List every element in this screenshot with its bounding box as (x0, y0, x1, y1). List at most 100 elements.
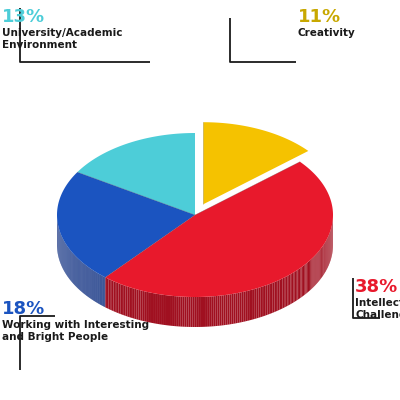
Polygon shape (307, 262, 308, 293)
Polygon shape (148, 292, 150, 322)
Polygon shape (120, 284, 122, 315)
Polygon shape (304, 264, 306, 295)
Polygon shape (107, 278, 108, 309)
Polygon shape (327, 238, 328, 269)
Polygon shape (329, 233, 330, 264)
Polygon shape (195, 297, 197, 327)
Polygon shape (95, 272, 96, 302)
Polygon shape (79, 260, 80, 290)
Polygon shape (203, 122, 308, 204)
Polygon shape (299, 268, 300, 299)
Polygon shape (140, 290, 142, 321)
Polygon shape (260, 287, 262, 317)
Polygon shape (302, 266, 303, 297)
Text: 18%: 18% (2, 300, 45, 318)
Polygon shape (91, 269, 92, 299)
Polygon shape (322, 246, 323, 277)
Polygon shape (172, 296, 174, 326)
Polygon shape (69, 249, 70, 279)
Polygon shape (197, 297, 199, 327)
Polygon shape (105, 277, 107, 308)
Polygon shape (296, 270, 298, 301)
Polygon shape (224, 295, 226, 325)
Polygon shape (286, 276, 287, 307)
Polygon shape (150, 292, 152, 323)
Polygon shape (71, 251, 72, 282)
Polygon shape (180, 296, 182, 327)
Polygon shape (292, 272, 293, 304)
Polygon shape (253, 289, 255, 320)
Polygon shape (245, 291, 247, 321)
Polygon shape (133, 288, 135, 319)
Text: University/Academic
Environment: University/Academic Environment (2, 28, 122, 50)
Polygon shape (84, 264, 85, 294)
Polygon shape (138, 290, 140, 320)
Polygon shape (226, 295, 228, 325)
Polygon shape (328, 236, 329, 267)
Polygon shape (281, 278, 283, 309)
Polygon shape (101, 275, 102, 306)
Polygon shape (284, 277, 286, 308)
Polygon shape (279, 279, 281, 310)
Polygon shape (82, 262, 83, 293)
Polygon shape (112, 280, 114, 311)
Polygon shape (258, 287, 260, 318)
Polygon shape (310, 259, 311, 290)
Polygon shape (76, 257, 77, 288)
Polygon shape (324, 242, 325, 274)
Polygon shape (114, 281, 115, 312)
Polygon shape (273, 282, 274, 313)
Polygon shape (278, 280, 279, 311)
Polygon shape (131, 288, 133, 318)
Polygon shape (201, 297, 203, 327)
Polygon shape (142, 291, 144, 321)
Polygon shape (269, 284, 271, 314)
Polygon shape (190, 297, 193, 327)
Polygon shape (257, 288, 258, 318)
Polygon shape (168, 296, 170, 326)
Polygon shape (255, 288, 257, 319)
Polygon shape (128, 286, 129, 317)
Polygon shape (309, 260, 310, 291)
Polygon shape (264, 286, 266, 316)
Polygon shape (325, 242, 326, 272)
Polygon shape (164, 295, 166, 325)
Polygon shape (247, 290, 249, 321)
Polygon shape (242, 292, 243, 322)
Polygon shape (152, 293, 154, 323)
Polygon shape (289, 274, 290, 305)
Polygon shape (300, 267, 302, 298)
Text: 11%: 11% (298, 8, 341, 26)
Polygon shape (96, 272, 97, 302)
Polygon shape (205, 297, 207, 327)
Polygon shape (124, 285, 126, 316)
Polygon shape (93, 270, 94, 301)
Polygon shape (137, 289, 138, 320)
Polygon shape (72, 252, 73, 283)
Polygon shape (92, 270, 93, 300)
Polygon shape (323, 245, 324, 276)
Polygon shape (170, 296, 172, 326)
Polygon shape (266, 285, 268, 316)
Polygon shape (97, 272, 98, 303)
Polygon shape (110, 280, 112, 310)
Polygon shape (104, 276, 105, 307)
Polygon shape (70, 250, 71, 281)
Polygon shape (154, 293, 156, 324)
Polygon shape (176, 296, 178, 326)
Polygon shape (105, 162, 333, 297)
Polygon shape (178, 296, 180, 326)
Polygon shape (217, 296, 220, 326)
Polygon shape (94, 271, 95, 301)
Polygon shape (122, 285, 124, 315)
Polygon shape (311, 258, 312, 289)
Polygon shape (234, 293, 236, 324)
Polygon shape (215, 296, 217, 326)
Polygon shape (209, 296, 211, 326)
Text: Intellectual
Challenge: Intellectual Challenge (355, 298, 400, 320)
Polygon shape (146, 292, 148, 322)
Polygon shape (75, 256, 76, 286)
Polygon shape (326, 239, 327, 270)
Polygon shape (73, 254, 74, 284)
Polygon shape (90, 268, 91, 299)
